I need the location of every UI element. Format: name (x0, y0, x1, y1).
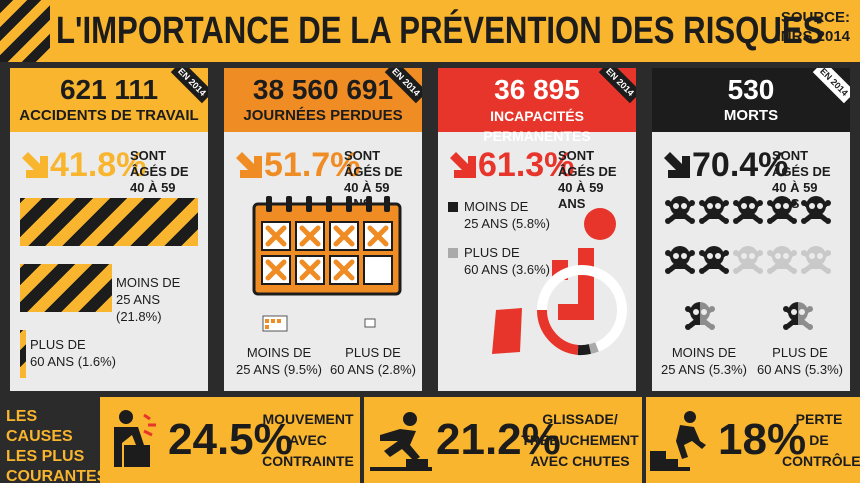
panel-deaths: 530 MORTS EN 2014 70.4% SONT ÂGÉS DE 40 À… (652, 68, 850, 391)
tripping-worker-icon (370, 412, 432, 471)
panel-header: 36 895 INCAPACITÉS PERMANENTES EN 2014 (438, 68, 636, 144)
pct-value: 61.3% (478, 146, 575, 184)
accidents-count: 621 111 (59, 74, 159, 105)
panel-lost-days: 38 560 691 JOURNÉES PERDUES EN 2014 51.7… (224, 68, 422, 391)
lost-days-subtitle: JOURNÉES PERDUES (243, 107, 403, 124)
bar-over-60 (20, 330, 26, 378)
label-over-60: PLUS DE 60 ANS (3.6%) (464, 245, 550, 277)
hazard-stripe-left (0, 0, 50, 62)
label-under-25: MOINS DE 25 ANS (9.5%) (236, 345, 322, 377)
cause-pct-3: 18% (718, 415, 807, 464)
bar-under-25 (20, 264, 112, 312)
label-under-25: MOINS DE 25 ANS (5.3%) (661, 345, 747, 377)
cause-pct-1: 24.5% (168, 415, 293, 464)
arrow-down-right-icon (22, 152, 48, 178)
pct-value: 70.4% (692, 146, 789, 184)
panel-header: 38 560 691 JOURNÉES PERDUES EN 2014 (224, 68, 422, 132)
arrow-down-right-icon (664, 152, 690, 178)
pct-value: 51.7% (264, 146, 361, 184)
panel-disabilities: 36 895 INCAPACITÉS PERMANENTES EN 2014 6… (438, 68, 636, 391)
skulls-grid (652, 188, 850, 336)
bar-40-59 (20, 198, 198, 246)
small-calendar-icon (262, 315, 288, 332)
label-over-60: PLUS DE 60 ANS (5.3%) (757, 345, 843, 377)
deaths-count: 530 (727, 74, 775, 105)
source-note: SOURCE: INRS 2014 (776, 9, 850, 45)
label-over-60: PLUS DE 60 ANS (1.6%) (30, 337, 116, 369)
label-under-25: MOINS DE 25 ANS (21.8%) (116, 275, 181, 324)
legend-swatch-grey (448, 248, 458, 258)
cause-text-2: GLISSADE/TRÉBUCHEMENT AVEC CHUTES (521, 411, 639, 469)
divider (642, 397, 646, 483)
disabilities-count: 36 895 (494, 74, 580, 105)
lifting-worker-icon (114, 410, 156, 467)
arrow-down-right-icon (236, 152, 262, 178)
wheelchair-icon (492, 208, 627, 356)
page-title: L'IMPORTANCE DE LA PRÉVENTION DES RISQUE… (56, 10, 824, 52)
cause-text-1: MOUVEMENT AVEC CONTRAINTE (262, 411, 354, 469)
accidents-subtitle: ACCIDENTS DE TRAVAIL (19, 107, 199, 124)
panel-header: 530 MORTS EN 2014 (652, 68, 850, 132)
panel-accidents: 621 111 ACCIDENTS DE TRAVAIL EN 2014 41.… (10, 68, 208, 391)
legend-swatch-dark (448, 202, 458, 212)
arrow-down-right-icon (450, 152, 476, 178)
falling-stairs-icon (650, 411, 706, 471)
causes-bar: LES CAUSES LES PLUS COURANTES 24.5% MOUVEM… (0, 397, 860, 483)
header: L'IMPORTANCE DE LA PRÉVENTION DES RISQUE… (0, 0, 860, 62)
panel-header: 621 111 ACCIDENTS DE TRAVAIL EN 2014 (10, 68, 208, 132)
tiny-calendar-icon (364, 318, 376, 328)
disabilities-subtitle: INCAPACITÉS PERMANENTES (483, 108, 591, 144)
divider (360, 397, 364, 483)
calendar-icon (252, 196, 402, 296)
label-over-60: PLUS DE 60 ANS (2.8%) (330, 345, 416, 377)
cause-pct-2: 21.2% (436, 415, 561, 464)
deaths-subtitle: MORTS (723, 107, 779, 124)
pct-row: 61.3% SONT ÂGÉS DE 40 À 59 ANS (448, 146, 632, 211)
cause-text-3: PERTE DE CONTRÔLE (782, 411, 860, 469)
causes-heading: LES CAUSES LES PLUS COURANTES (0, 397, 107, 483)
label-under-25: MOINS DE 25 ANS (5.8%) (464, 199, 550, 231)
pct-value: 41.8% (50, 146, 147, 184)
lost-days-count: 38 560 691 (252, 74, 394, 105)
